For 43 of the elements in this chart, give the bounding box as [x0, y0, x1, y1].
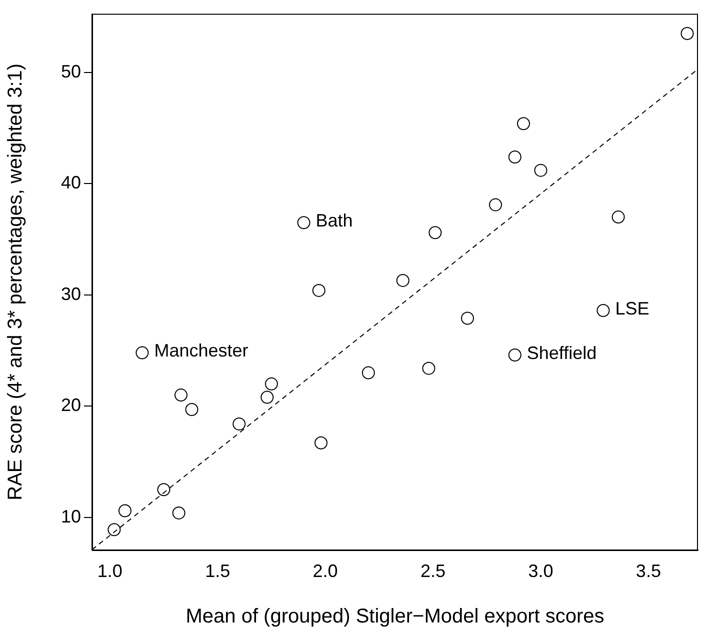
x-tick-label: 3.0: [528, 560, 554, 581]
point: [108, 523, 121, 536]
point: [260, 390, 274, 404]
annotation: Bath: [316, 210, 353, 231]
point: [174, 388, 188, 402]
point: [489, 198, 502, 212]
point: [396, 274, 410, 287]
x-tick-label: 2.5: [420, 560, 446, 581]
x-tick-label: 1.5: [205, 560, 230, 581]
y-tick-label: 10: [60, 506, 81, 526]
point: [460, 312, 474, 325]
point: [185, 403, 198, 416]
point: [312, 284, 326, 297]
point: [232, 417, 246, 430]
point: [362, 366, 375, 380]
point: [314, 436, 328, 450]
annotation: Manchester: [154, 340, 248, 361]
annotation: Sheffield: [526, 342, 597, 363]
point: [508, 150, 522, 164]
x-tick-label: 1.0: [97, 560, 122, 581]
annotation: LSE: [615, 298, 650, 318]
point: [118, 504, 132, 518]
x-tick-label: 2.0: [312, 560, 338, 581]
y-tick-label: 40: [60, 172, 81, 193]
point: [157, 483, 170, 496]
point: [596, 304, 610, 317]
point: [428, 226, 442, 240]
point: [297, 216, 310, 230]
point: [422, 362, 436, 375]
point: [172, 506, 186, 520]
point: [508, 348, 522, 362]
point: [612, 210, 625, 224]
point: [680, 26, 694, 40]
point: [264, 377, 278, 390]
y-tick-label: 20: [60, 395, 81, 416]
y-tick-label: 30: [60, 284, 81, 304]
point: [136, 346, 149, 360]
x-tick-label: 3.5: [636, 560, 661, 581]
y-tick-label: 50: [60, 61, 81, 82]
x-axis-title: Mean of (grouped) Stigler−Model export scores: [186, 606, 604, 628]
y-axis-title: RAE score (4* and 3* percentages, weighted 3:1): [4, 63, 27, 500]
point: [534, 164, 548, 177]
point: [517, 117, 530, 130]
